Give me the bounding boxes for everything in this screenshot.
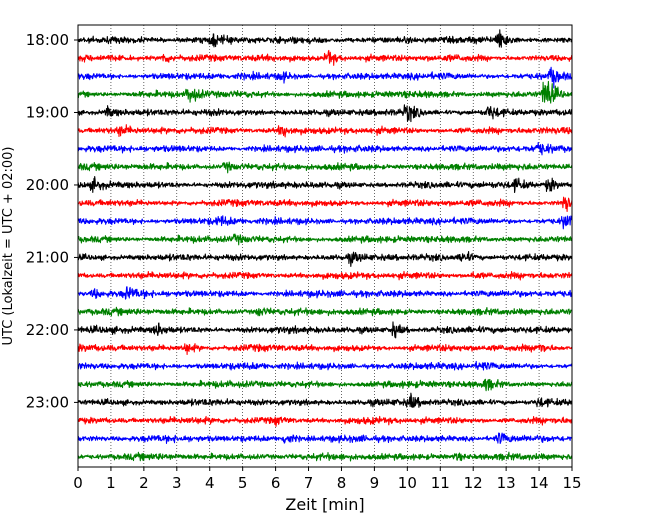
trace-1845 bbox=[77, 80, 573, 104]
y-tick-label: 18:00 bbox=[26, 31, 69, 49]
x-tick-label: 6 bbox=[271, 474, 281, 492]
trace-1930 bbox=[77, 142, 573, 156]
trace-2045 bbox=[77, 233, 573, 246]
trace-1815 bbox=[77, 49, 573, 66]
trace-2245 bbox=[77, 378, 573, 392]
trace-2145 bbox=[77, 306, 573, 317]
x-tick-label: 11 bbox=[431, 474, 450, 492]
trace-2030 bbox=[77, 215, 573, 230]
y-tick-label: 19:00 bbox=[26, 103, 69, 121]
x-tick-label: 15 bbox=[562, 474, 581, 492]
x-tick-label: 1 bbox=[106, 474, 116, 492]
trace-2100 bbox=[77, 251, 573, 267]
x-tick-label: 5 bbox=[238, 474, 248, 492]
x-tick-label: 9 bbox=[370, 474, 380, 492]
trace-2000 bbox=[77, 176, 573, 194]
trace-1915 bbox=[77, 124, 573, 138]
y-axis-ticks: 18:00 19:00 20:00 21:00 22:00 23:00 bbox=[26, 31, 78, 411]
trace-2345 bbox=[77, 451, 573, 462]
trace-1800 bbox=[77, 29, 573, 48]
trace-2230 bbox=[77, 360, 573, 371]
x-tick-label: 14 bbox=[530, 474, 549, 492]
trace-2300 bbox=[77, 392, 573, 409]
trace-group bbox=[77, 29, 573, 462]
y-tick-label: 20:00 bbox=[26, 176, 69, 194]
trace-1945 bbox=[77, 161, 573, 174]
y-tick-label: 22:00 bbox=[26, 321, 69, 339]
x-tick-label: 8 bbox=[337, 474, 347, 492]
y-axis-label: UTC (Lokalzeit = UTC + 02:00) bbox=[1, 147, 16, 346]
trace-1900 bbox=[77, 104, 573, 123]
trace-2330 bbox=[77, 432, 573, 445]
x-tick-label: 2 bbox=[139, 474, 149, 492]
trace-2115 bbox=[77, 270, 573, 281]
x-tick-label: 3 bbox=[172, 474, 182, 492]
trace-2015 bbox=[77, 196, 573, 213]
trace-2130 bbox=[77, 286, 573, 300]
trace-2315 bbox=[77, 415, 573, 427]
trace-2200 bbox=[77, 321, 573, 339]
x-tick-label: 7 bbox=[304, 474, 314, 492]
x-axis-label: Zeit [min] bbox=[285, 495, 364, 514]
x-tick-label: 13 bbox=[497, 474, 516, 492]
x-tick-label: 12 bbox=[464, 474, 483, 492]
x-tick-label: 4 bbox=[205, 474, 215, 492]
y-tick-label: 23:00 bbox=[26, 393, 69, 411]
trace-2215 bbox=[77, 343, 573, 356]
plot-frame bbox=[77, 24, 573, 468]
y-tick-label: 21:00 bbox=[26, 248, 69, 266]
x-tick-label: 0 bbox=[73, 474, 83, 492]
x-tick-label: 10 bbox=[398, 474, 417, 492]
x-axis-ticks: 0 1 2 3 4 5 6 7 8 9 10 11 12 13 14 15 bbox=[73, 467, 582, 492]
trace-1830 bbox=[77, 66, 573, 89]
